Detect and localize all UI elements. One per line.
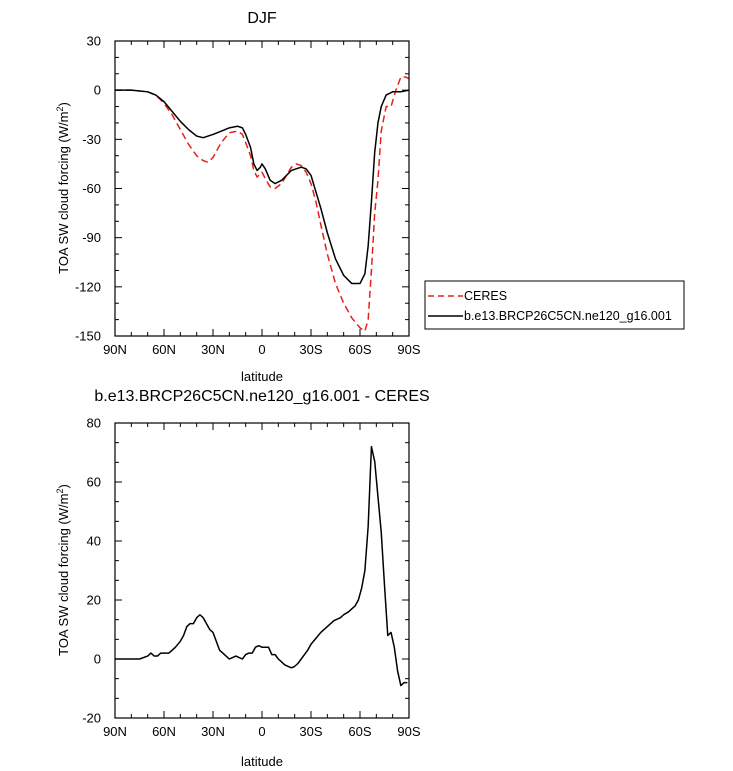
top-y-tick-label: -120: [75, 279, 101, 294]
legend: CERES b.e13.BRCP26C5CN.ne120_g16.001: [424, 280, 685, 330]
top-x-tick-label: 30S: [299, 342, 322, 357]
bottom-y-tick-label: 80: [87, 416, 101, 431]
bottom-chart-title: b.e13.BRCP26C5CN.ne120_g16.001 - CERES: [94, 388, 429, 405]
legend-label-ceres: CERES: [464, 289, 507, 303]
top-x-axis-title: latitude: [241, 369, 283, 384]
top-x-tick-label: 90S: [397, 342, 420, 357]
bottom-y-axis-title: TOA SW cloud forcing (W/m2): [55, 484, 71, 656]
top-plot-frame: [114, 40, 410, 337]
top-plot-area: 90N 60N 30N 0 30S 60S 90S 30 0 -30 -60 -90 -120 -150: [75, 34, 421, 358]
top-y-tick-label: 0: [94, 83, 101, 98]
bottom-x-axis-title: latitude: [241, 754, 283, 769]
bottom-y-axis-title-sup: 2: [55, 489, 65, 494]
bottom-y-axis-title-main: TOA SW cloud forcing (W/m: [56, 494, 71, 656]
legend-label-model: b.e13.BRCP26C5CN.ne120_g16.001: [464, 309, 672, 323]
bottom-y-tick-label: 20: [87, 593, 101, 608]
top-y-axis-title: TOA SW cloud forcing (W/m2): [55, 102, 71, 274]
top-y-tick-label: 30: [87, 34, 101, 49]
top-y-tick-label: -90: [82, 230, 101, 245]
top-y-tick-label: -150: [75, 329, 101, 344]
top-x-tick-label: 30N: [201, 342, 225, 357]
top-panel: DJF 90N 60N 30N 0 30S 60S 90S 30 0 -30 -60 -90 -120 -…: [55, 10, 685, 384]
bottom-x-tick-label: 30S: [299, 724, 322, 739]
bottom-x-tick-label: 0: [258, 724, 265, 739]
bottom-y-tick-label: 0: [94, 652, 101, 667]
bottom-y-axis-title-close: ): [56, 484, 71, 488]
bottom-panel: b.e13.BRCP26C5CN.ne120_g16.001 - CERES 9…: [55, 388, 430, 769]
top-x-tick-label: 60N: [152, 342, 176, 357]
bottom-x-tick-label: 60N: [152, 724, 176, 739]
top-x-tick-label: 60S: [348, 342, 371, 357]
top-chart-title: DJF: [247, 10, 277, 27]
bottom-y-tick-label: -20: [82, 711, 101, 726]
top-series-line-b-e13-brcp26c5cn-ne120-g16-001: [115, 89, 410, 285]
bottom-y-tick-label: 40: [87, 534, 101, 549]
bottom-x-tick-label: 60S: [348, 724, 371, 739]
top-y-tick-label: -60: [82, 181, 101, 196]
bottom-x-tick-label: 90N: [103, 724, 127, 739]
top-y-axis-title-main: TOA SW cloud forcing (W/m: [56, 112, 71, 274]
bottom-plot-area: 90N 60N 30N 0 30S 60S 90S 80 60 40 20 0 -20: [82, 416, 421, 740]
bottom-x-tick-label: 90S: [397, 724, 420, 739]
top-x-tick-label: 0: [258, 342, 265, 357]
top-y-tick-label: -30: [82, 132, 101, 147]
top-y-axis-title-close: ): [56, 102, 71, 106]
legend-box: [424, 280, 685, 330]
bottom-y-tick-label: 60: [87, 475, 101, 490]
bottom-x-tick-label: 30N: [201, 724, 225, 739]
bottom-series-line-difference: [115, 445, 408, 687]
top-series-line-ceres: [115, 76, 410, 332]
top-x-tick-label: 90N: [103, 342, 127, 357]
top-y-axis-title-sup: 2: [55, 107, 65, 112]
